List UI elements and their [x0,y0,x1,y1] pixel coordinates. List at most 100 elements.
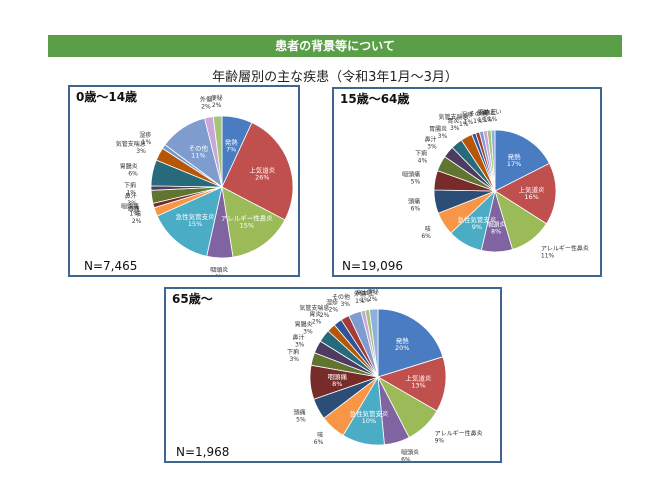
pie-slice [221,122,294,221]
slice-percent: 7% [226,145,236,153]
slice-label: 胃腸炎 [120,164,138,171]
slice-label: 発熱 [508,152,521,161]
slice-label: 下痢 [287,348,299,356]
slice-percent: 20% [395,344,409,352]
slice-percent: 6% [314,439,324,446]
slice-label: 高血圧 [479,108,497,116]
pie-slice [494,129,550,192]
slice-percent: 1% [142,139,152,146]
slice-percent: 8% [332,380,342,388]
slice-percent: 15% [188,220,202,228]
slice-label: 外傷 [200,96,212,104]
slice-percent: 2% [368,296,378,303]
chart-panel-65-plus: 発熱 20% 上気道炎 13% アレルギー性鼻炎 9% 咽頭炎 6% 急性気管支炎 10% 咳 6% 頭… [164,287,502,463]
slice-label: 便秘 [211,94,223,102]
panel-title: 0歳～14歳 [76,90,138,104]
slice-percent: 13% [411,382,425,390]
slice-label: 胃炎 [447,118,459,125]
slice-label: 咳 [135,210,141,218]
slice-percent: 9% [435,437,445,444]
slice-label: 胃炎 [309,312,321,319]
slice-percent: 2% [329,306,339,313]
slice-percent: 6% [128,171,138,178]
slice-label: アレルギー性鼻炎 [221,214,273,223]
slice-percent: 2% [212,102,222,109]
slice-label: 急性気管支炎 [176,212,216,221]
slice-percent: 6% [411,206,421,213]
slice-label: 気管支喘息 [116,140,146,148]
slice-percent: 3% [340,301,350,308]
slice-label: 便秘 [367,289,379,296]
slice-label: その他 [469,110,487,118]
slice-label: 湿疹 [139,131,151,139]
pie-chart-65-plus: 発熱20%上気道炎13%アレルギー性鼻炎9%咽頭炎6%急性気管支炎10%咳6%頭… [287,289,483,461]
slice-percent: 3% [438,133,448,140]
slice-percent: 2% [320,312,330,319]
slice-label: その他 [189,144,209,153]
slice-percent: 15% [240,222,254,230]
slice-label: その他 [332,293,350,301]
slice-percent: 6% [215,274,225,275]
slice-percent: 5% [411,179,421,186]
slice-percent: 1% [483,116,493,123]
slice-label: 頭痛 [128,205,140,213]
slice-label: 胃腸炎 [429,126,447,133]
slice-label: 頭痛 [294,409,306,417]
slice-percent: 3% [289,356,299,363]
slice-percent: 10% [362,417,376,425]
slice-label: 発熱 [396,336,410,345]
slice-label: 咽頭痛 [328,372,348,381]
slice-percent: 1% [488,116,498,123]
slice-label: 咽頭痛 [402,171,420,179]
slice-percent: 3% [427,143,437,150]
slice-percent: 26% [255,173,269,181]
slice-label: 咳 [425,225,431,233]
slice-percent: 5% [296,417,306,424]
slice-label: 急性気管支炎 [350,409,390,418]
slice-percent: 3% [450,125,460,132]
pie-chart-0-14: 発熱7%上気道炎26%アレルギー性鼻炎15%咽頭炎6%急性気管支炎15%咳2%頭… [116,94,294,275]
section-header: 患者の背景等について [48,35,622,57]
slice-percent: 4% [418,158,428,165]
slice-percent: 17% [507,160,521,168]
slice-label: 胃腸炎 [295,321,313,328]
slice-percent: 3% [136,148,146,155]
pie-slice [377,356,447,412]
slice-label: 下痢 [124,181,136,189]
slice-label: 咽頭炎 [401,450,419,457]
slice-percent: 1% [126,189,136,196]
slice-label: アレルギー性鼻炎 [435,429,483,437]
pie-slice [377,308,444,378]
pie-slice [368,308,379,378]
slice-percent: 1% [473,118,483,125]
slice-percent: 11% [541,253,555,260]
slice-percent: 1% [464,119,474,126]
sample-size: N=19,096 [342,259,404,273]
slice-percent: 2% [132,218,142,225]
slice-percent: 9% [472,223,482,231]
slice-label: 急性気管支炎 [457,215,497,224]
slice-label: 下痢 [415,150,427,158]
slice-label: 高血圧 [356,289,374,297]
chart-panel-15-64: 発熱 17% 上気道炎 16% アレルギー性鼻炎 11% 咽頭炎 8% 急性気管支炎 9% 咳 6% 頭… [332,87,602,277]
slice-label: 鼻汁 [425,135,437,143]
slice-label: 咳 [317,431,323,439]
slice-percent: 11% [191,152,205,160]
slice-label: 咽頭炎 [210,267,228,274]
pie-slice [156,186,223,257]
slice-label: 外傷 [354,290,366,298]
sample-size: N=1,968 [176,445,230,459]
slice-percent: 6% [401,457,411,461]
slice-percent: 1% [355,298,365,305]
slice-percent: 1% [478,117,488,124]
slice-label: 咽頭痛 [121,203,139,211]
slice-percent: 2% [312,319,322,326]
pie-chart-15-64: 発熱17%上気道炎16%アレルギー性鼻炎11%咽頭炎8%急性気管支炎9%咳6%頭… [402,108,589,260]
chart-panel-0-14: 発熱7%上気道炎26%アレルギー性鼻炎15%咽頭炎6%急性気管支炎15%咳2%頭… [68,85,300,277]
slice-label: アレルギー性鼻炎 [541,245,589,253]
slice-label: 鼻汁 [125,192,137,200]
pie-slice [490,129,496,192]
slice-percent: 6% [421,233,431,240]
slice-label: 外傷 [477,109,489,117]
slice-label: 湿疹 [461,111,473,119]
